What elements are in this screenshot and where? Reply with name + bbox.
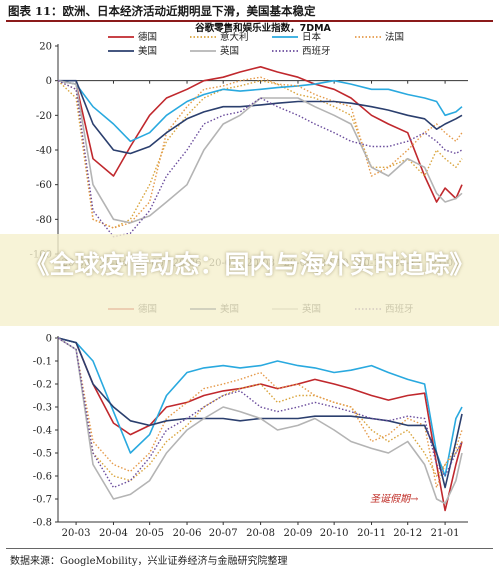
chart-1-ytick-label: 20 (39, 42, 52, 53)
chart-2: 0 -0.1 -0.2 -0.3 -0.4 -0.5 -0.6 -0.7 -0.8 20-03 20… (33, 303, 468, 539)
chart-2-xtick-label: 21-01 (431, 528, 460, 539)
chart-2-xtick-label: 20-05 (135, 528, 164, 539)
chart-1-series-japan (57, 79, 463, 143)
figure-source: 数据来源：GoogleMobility，兴业证券经济与金融研究院整理 (10, 556, 288, 567)
chart-1-title: 谷歌零售和娱乐业指数，7DMA (195, 22, 331, 34)
chart-2-series-germany (57, 337, 463, 512)
chart-2-series-japan (57, 337, 463, 477)
chart-2-xtick-label: 20-12 (393, 528, 422, 539)
bottom-rule (6, 548, 493, 549)
chart-1-series-france (57, 76, 463, 229)
chart-2-series-usa (57, 337, 463, 489)
chart-2-xtick-label: 20-08 (246, 528, 275, 539)
chart-2-ytick-label: 0 (46, 334, 52, 345)
chart-2-series-uk (57, 337, 463, 505)
chart-2-series-italy (57, 337, 463, 482)
chart-2-series-france (57, 337, 463, 489)
chart-2-series-spain (57, 337, 463, 489)
chart-2-xtick-label: 20-03 (62, 528, 91, 539)
chart-2-ytick-label: -0.6 (33, 472, 52, 483)
overlay-banner (0, 234, 499, 326)
chart-1-series-uk (57, 79, 463, 224)
chart-2-annotation: 圣诞假期→ (370, 493, 419, 505)
chart-1-series-spain (57, 80, 463, 238)
figure-header: 图表 11：欧洲、日本经济活动近期明显下滑，美国基本稳定 (6, 2, 493, 22)
legend-label-spain: 西班牙 (302, 45, 331, 57)
chart-2-ytick-label: -0.1 (33, 357, 52, 368)
chart-1-ytick-label: 0 (46, 76, 52, 87)
legend-label-germany: 德国 (138, 31, 157, 43)
legend-label-japan: 日本 (302, 31, 322, 43)
chart-2-xtick-label: 20-11 (357, 528, 386, 539)
overlay-banner-text: 《全球疫情动态：国内与海外实时追踪》 (24, 250, 475, 279)
chart-1-series-germany (57, 66, 463, 203)
chart-2-ytick-label: -0.3 (33, 403, 52, 414)
legend-label-uk: 英国 (220, 45, 239, 57)
figure-title: 图表 11：欧洲、日本经济活动近期明显下滑，美国基本稳定 (8, 4, 316, 18)
chart-2-xtick-label: 20-04 (99, 528, 128, 539)
chart-1-ytick-label: -80 (36, 215, 52, 226)
chart-1-ytick-label: -20 (36, 111, 52, 122)
chart-1-series-usa (58, 79, 463, 155)
chart-2-xtick-label: 20-07 (209, 528, 238, 539)
chart-2-ytick-label: -0.5 (33, 449, 52, 460)
legend-label-italy: 意大利 (220, 31, 249, 43)
chart-1-ytick-label: -40 (36, 146, 52, 157)
legend-label-france: 法国 (385, 31, 404, 43)
chart-1-series-italy (57, 79, 463, 229)
chart-1-ytick-label: -60 (36, 180, 52, 191)
chart-2-ytick-label: -0.2 (33, 380, 52, 391)
chart-2-xtick-label: 20-10 (320, 528, 349, 539)
chart-1: 谷歌零售和娱乐业指数，7DMA200-20-40-60-80-10020-032… (30, 22, 468, 269)
legend-label-usa: 美国 (138, 45, 157, 57)
chart-2-ytick-label: -0.4 (33, 426, 52, 437)
chart-2-xtick-label: 20-09 (284, 528, 313, 539)
chart-2-xtick-label: 20-06 (173, 528, 202, 539)
chart-2-ytick-label: -0.7 (33, 495, 52, 506)
chart-2-ytick-label: -0.8 (33, 518, 52, 529)
